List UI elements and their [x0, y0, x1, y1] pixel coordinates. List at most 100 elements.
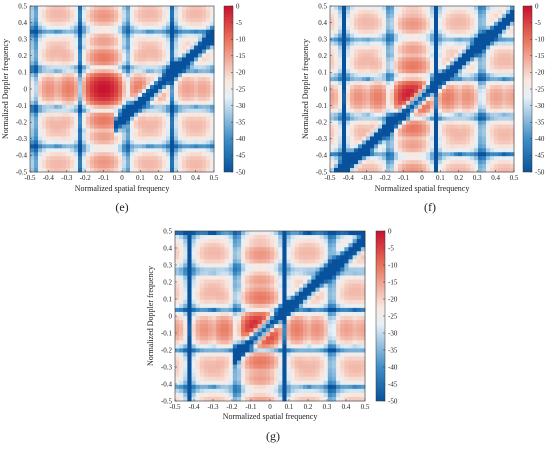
heatmap-cell: [446, 160, 450, 164]
heatmap-cell: [258, 271, 263, 275]
heatmap-cell: [162, 113, 166, 117]
heatmap-cell: [62, 30, 66, 34]
heatmap-cell: [241, 251, 246, 255]
heatmap-cell: [350, 46, 354, 50]
heatmap-cell: [245, 377, 250, 381]
x-tick-label: 0.2: [454, 174, 463, 182]
heatmap-cell: [202, 113, 206, 117]
heatmap-cell: [118, 77, 122, 81]
heatmap-cell: [430, 136, 434, 140]
heatmap-cell: [378, 85, 382, 89]
heatmap-cell: [241, 336, 246, 340]
heatmap-cell: [358, 148, 362, 152]
heatmap-cell: [330, 77, 334, 81]
heatmap-cell: [102, 30, 106, 34]
heatmap-cell: [382, 42, 386, 46]
heatmap-cell: [138, 26, 142, 30]
heatmap-cell: [30, 46, 34, 50]
heatmap-cell: [50, 65, 54, 69]
heatmap-cell: [354, 129, 358, 133]
heatmap-cell: [208, 381, 213, 385]
heatmap-cell: [212, 247, 217, 251]
heatmap-cell: [66, 164, 70, 168]
heatmap-cell: [402, 53, 406, 57]
heatmap-cell: [462, 42, 466, 46]
heatmap-cell: [175, 336, 180, 340]
heatmap-cell: [208, 356, 213, 360]
heatmap-cell: [466, 93, 470, 97]
heatmap-cell: [366, 89, 370, 93]
heatmap-cell: [426, 156, 430, 160]
heatmap-cell: [237, 308, 242, 312]
heatmap-cell: [174, 26, 178, 30]
heatmap-cell: [398, 152, 402, 156]
heatmap-cell: [70, 85, 74, 89]
heatmap-cell: [110, 53, 114, 57]
heatmap-cell: [62, 69, 66, 73]
heatmap-cell: [358, 113, 362, 117]
heatmap-cell: [30, 49, 34, 53]
heatmap-cell: [386, 73, 390, 77]
heatmap-cell: [62, 136, 66, 140]
heatmap-cell: [138, 30, 142, 34]
heatmap-cell: [253, 259, 258, 263]
heatmap-cell: [482, 144, 486, 148]
heatmap-cell: [198, 101, 202, 105]
heatmap-cell: [38, 132, 42, 136]
heatmap-cell: [62, 46, 66, 50]
heatmap-cell: [183, 292, 188, 296]
heatmap-cell: [98, 129, 102, 133]
heatmap-cell: [66, 38, 70, 42]
heatmap-cell: [454, 101, 458, 105]
heatmap-cell: [470, 53, 474, 57]
heatmap-cell: [494, 49, 498, 53]
heatmap-cell: [202, 136, 206, 140]
heatmap-cell: [158, 140, 162, 144]
heatmap-cell: [212, 385, 217, 389]
heatmap-cell: [470, 148, 474, 152]
heatmap-cell: [150, 121, 154, 125]
heatmap-cell: [82, 148, 86, 152]
heatmap-cell: [34, 144, 38, 148]
heatmap-cell: [502, 49, 506, 53]
heatmap-cell: [86, 73, 90, 77]
heatmap-cell: [186, 38, 190, 42]
heatmap-cell: [458, 156, 462, 160]
heatmap-cell: [478, 121, 482, 125]
heatmap-cell: [70, 53, 74, 57]
heatmap-cell: [170, 57, 174, 61]
heatmap-cell: [390, 160, 394, 164]
heatmap-cell: [54, 109, 58, 113]
heatmap-cell: [162, 148, 166, 152]
heatmap-cell: [178, 97, 182, 101]
heatmap-cell: [178, 93, 182, 97]
heatmap-cell: [490, 125, 494, 129]
heatmap-cell: [187, 385, 192, 389]
heatmap-cell: [494, 14, 498, 18]
heatmap-cell: [358, 109, 362, 113]
heatmap-cell: [196, 332, 201, 336]
heatmap-cell: [237, 340, 242, 344]
heatmap-cell: [130, 109, 134, 113]
heatmap-cell: [225, 324, 230, 328]
heatmap-cell: [114, 26, 118, 30]
heatmap-cell: [258, 389, 263, 393]
heatmap-cell: [370, 164, 374, 168]
heatmap-cell: [466, 97, 470, 101]
heatmap-cell: [66, 14, 70, 18]
heatmap-cell: [386, 89, 390, 93]
heatmap-cell: [378, 132, 382, 136]
heatmap-cell: [390, 156, 394, 160]
heatmap-cell: [422, 160, 426, 164]
heatmap-cell: [258, 369, 263, 373]
heatmap-cell: [179, 280, 184, 284]
heatmap-cell: [253, 296, 258, 300]
heatmap-cell: [194, 26, 198, 30]
heatmap-cell: [418, 81, 422, 85]
heatmap-cell: [446, 125, 450, 129]
heatmap-cell: [338, 105, 342, 109]
heatmap-cell: [406, 85, 410, 89]
heatmap-cell: [146, 152, 150, 156]
heatmap-cell: [204, 336, 209, 340]
heatmap-cell: [370, 93, 374, 97]
